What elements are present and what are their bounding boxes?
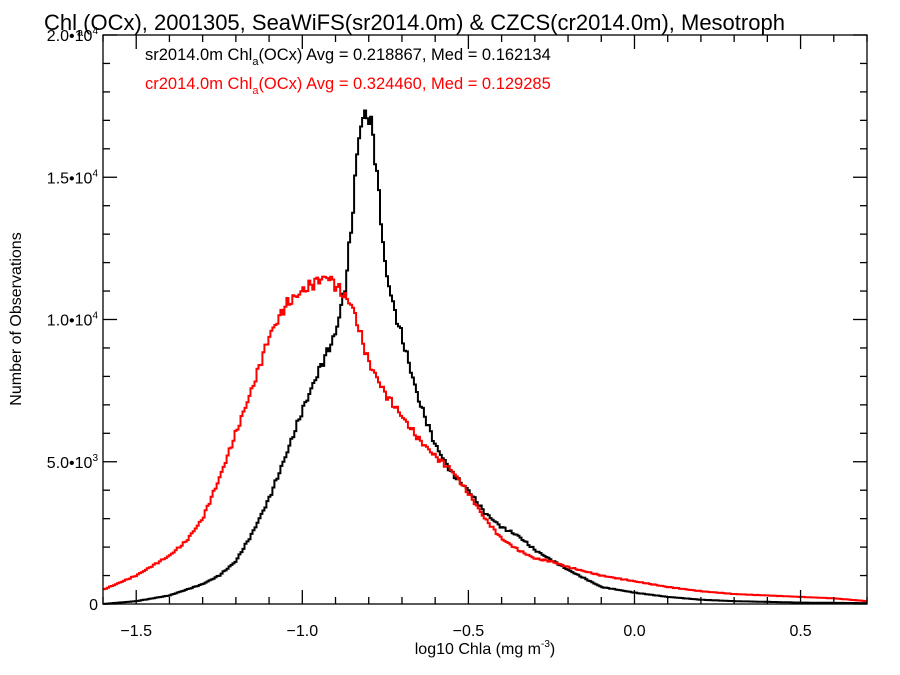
x-tick-label: −1.5 (120, 623, 152, 640)
legend-series-cr: cr2014.0m Chla(OCx) Avg = 0.324460, Med … (145, 75, 551, 97)
y-tick-label: 1.5•104 (47, 168, 99, 187)
y-tick-mantissa: 1.0•10 (47, 313, 93, 330)
series-line-cr2014.0m (103, 275, 868, 603)
tick-layer: −1.5 −1.0 −0.5 0.0 0.505.0•1031.0•1041.5•104… (47, 26, 868, 640)
y-tick-label: 2.0•104 (47, 26, 99, 45)
y-tick-exponent: 4 (92, 311, 98, 322)
title-subscript: a (77, 27, 84, 39)
x-tick-label: 0.0 (623, 623, 645, 640)
title-chl: Chl (44, 10, 77, 35)
y-tick-exponent: 3 (92, 453, 98, 464)
series-layer (103, 109, 868, 605)
x-tick-label: 0.5 (789, 623, 811, 640)
y-tick-mantissa: 2.0•10 (47, 28, 93, 45)
title-rest: (OCx), 2001305, SeaWiFS(sr2014.0m) & CZC… (83, 10, 785, 35)
y-tick-exponent: 4 (92, 26, 98, 37)
y-tick-label: 0 (89, 597, 98, 614)
y-tick-label: 5.0•103 (47, 453, 99, 472)
y-tick-mantissa: 5.0•10 (47, 455, 93, 472)
x-tick-label: −0.5 (453, 623, 485, 640)
x-axis-label: log10 Chla (mg m-3) (415, 639, 556, 658)
y-tick-mantissa: 1.5•10 (47, 170, 93, 187)
legend-series-sr: sr2014.0m Chla(OCx) Avg = 0.218867, Med … (145, 46, 551, 68)
y-tick-label: 1.0•104 (47, 311, 99, 330)
y-tick-mantissa: 0 (89, 597, 98, 614)
chart-title: Chla(OCx), 2001305, SeaWiFS(sr2014.0m) &… (44, 10, 785, 39)
x-tick-label: −1.0 (287, 623, 319, 640)
series-line-sr2014.0m (103, 109, 868, 605)
y-tick-exponent: 4 (92, 168, 98, 179)
y-axis-label: Number of Observations (8, 232, 25, 405)
